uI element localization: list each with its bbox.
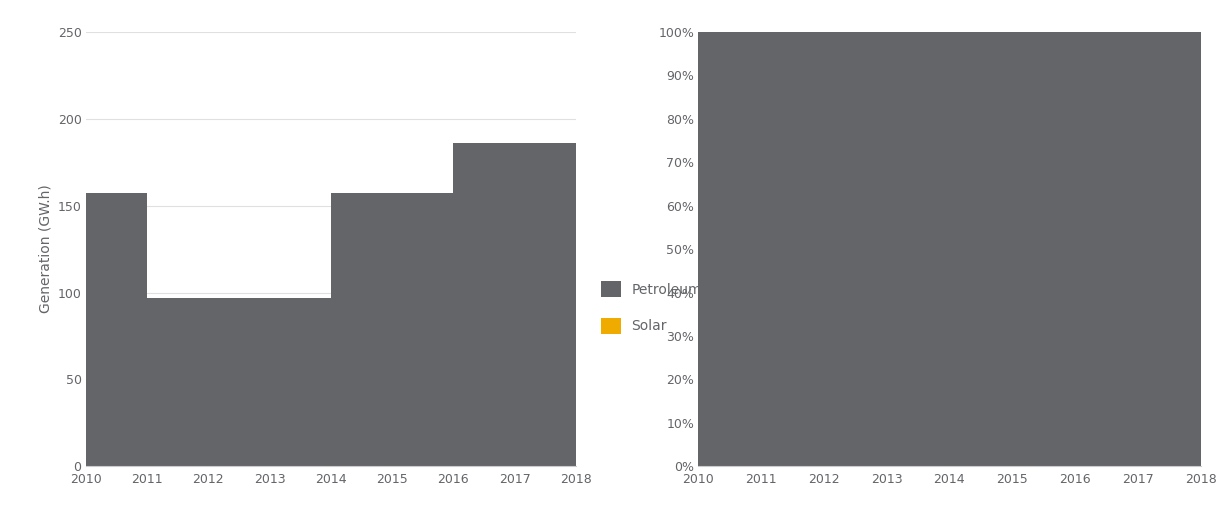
- Y-axis label: Generation (GW.h): Generation (GW.h): [38, 185, 53, 313]
- Legend: Petroleum, Solar: Petroleum, Solar: [601, 281, 702, 334]
